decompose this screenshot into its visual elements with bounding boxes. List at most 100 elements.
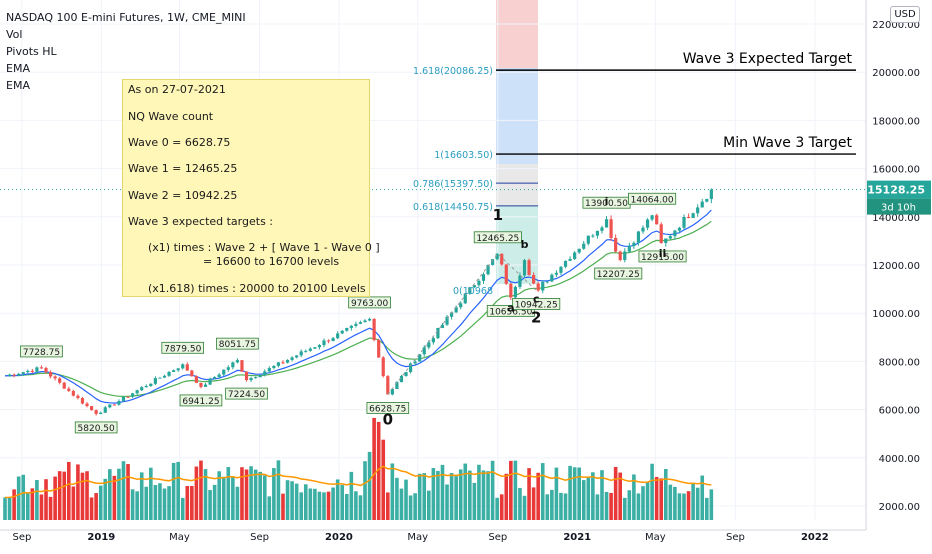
candle-body: [322, 340, 326, 346]
volume-bar: [335, 479, 340, 520]
candle-body: [194, 376, 198, 383]
indicator-ema-1[interactable]: EMA: [6, 62, 30, 75]
pivot-label: 10942.25: [515, 300, 558, 310]
wave-count-note[interactable]: As on 27-07-2021 NQ Wave count Wave 0 = …: [122, 79, 380, 297]
volume-bar: [185, 486, 190, 520]
volume-bar: [431, 468, 436, 520]
volume-bar: [76, 464, 80, 520]
volume-bar: [303, 484, 308, 520]
volume-bar: [126, 464, 130, 520]
volume-bar: [44, 479, 48, 520]
volume-bar: [481, 470, 486, 520]
candle-body: [217, 374, 221, 377]
candle-body: [26, 370, 30, 373]
volume-bar: [267, 496, 272, 520]
candle-body: [377, 340, 381, 358]
volume-bar: [162, 488, 167, 520]
indicator-ema-2[interactable]: EMA: [6, 79, 30, 92]
volume-bar: [7, 497, 12, 520]
pivot-label-box: [216, 337, 259, 350]
volume-bar: [413, 493, 417, 520]
target-label: Min Wave 3 Target: [723, 135, 852, 151]
volume-bar: [244, 469, 249, 520]
pivot-label-box: [161, 341, 205, 354]
volume-bar: [463, 463, 468, 520]
candle-body: [668, 236, 672, 239]
candle-body: [655, 215, 659, 225]
volume-bar: [331, 487, 335, 520]
candle-body: [390, 389, 394, 395]
note-line: Wave 0 = 6628.75: [128, 136, 231, 149]
time-tick-label: 2021: [563, 532, 591, 543]
volume-bar: [217, 471, 221, 520]
candle-body: [67, 388, 71, 391]
pivot-label: 10656.50: [489, 307, 532, 317]
pivot-label: 6628.75: [369, 404, 406, 414]
candle-body: [176, 368, 180, 371]
candle-body: [326, 340, 331, 342]
candle-body: [231, 362, 235, 368]
volume-bar: [427, 490, 431, 520]
volume-bar: [673, 486, 677, 520]
volume-bar: [550, 489, 554, 520]
candle-body: [240, 360, 244, 372]
candle-body: [682, 216, 686, 228]
price-tick-label: 18000.00: [872, 116, 920, 127]
volume-bar: [581, 480, 586, 520]
candle-body: [80, 398, 85, 404]
time-tick-label: 2019: [87, 532, 115, 543]
volume-bar: [604, 491, 609, 520]
price-tick-label: 22000.00: [872, 20, 920, 31]
volume-bar: [677, 493, 682, 520]
candle-body: [554, 272, 559, 275]
candle-body: [295, 355, 299, 358]
candle-body: [573, 252, 577, 260]
price-tick-label: 4000.00: [879, 454, 920, 465]
volume-bar: [495, 497, 499, 520]
candle-body: [363, 320, 367, 323]
volume-bar: [395, 477, 399, 520]
candle-body: [440, 324, 445, 328]
currency-badge[interactable]: USD: [890, 6, 920, 23]
indicator-vol[interactable]: Vol: [6, 28, 23, 41]
volume-bar: [190, 486, 194, 520]
volume-bar: [203, 469, 208, 520]
time-tick-label: May: [645, 532, 666, 543]
candle-body: [399, 376, 404, 383]
volume-bar: [221, 476, 226, 520]
candle-body: [486, 264, 490, 275]
volume-bar: [568, 465, 572, 520]
volume-bar: [700, 475, 705, 520]
volume-bar: [645, 481, 650, 520]
time-tick-label: Sep: [726, 532, 745, 543]
volume-bar: [709, 489, 714, 520]
candle-body: [386, 376, 390, 395]
candle-body: [158, 377, 162, 379]
candle-body: [495, 253, 499, 260]
volume-bar: [577, 467, 581, 520]
volume-bar: [449, 472, 454, 520]
indicator-pivots[interactable]: Pivots HL: [6, 45, 57, 58]
volume-bar: [627, 490, 632, 520]
candle-body: [500, 253, 504, 265]
candle-body: [39, 367, 44, 369]
candle-body: [700, 201, 704, 208]
wave-label: b: [521, 238, 529, 251]
candle-body: [477, 280, 481, 286]
candle-body: [395, 382, 399, 390]
chart-title[interactable]: NASDAQ 100 E-mini Futures, 1W, CME_MINI: [6, 11, 246, 24]
candle-body: [427, 342, 431, 348]
volume-bar: [285, 480, 290, 520]
candle-body: [431, 338, 435, 343]
volume-bar: [531, 487, 536, 520]
candle-body: [71, 390, 75, 396]
candle-body: [509, 283, 513, 298]
volume-bar: [322, 492, 326, 520]
volume-bar: [158, 483, 162, 520]
candle-body: [513, 286, 517, 298]
candle-body: [21, 372, 25, 374]
price-tick-label: 6000.00: [879, 406, 920, 417]
volume-bar: [554, 467, 559, 520]
price-tick-label: 14000.00: [872, 213, 920, 224]
